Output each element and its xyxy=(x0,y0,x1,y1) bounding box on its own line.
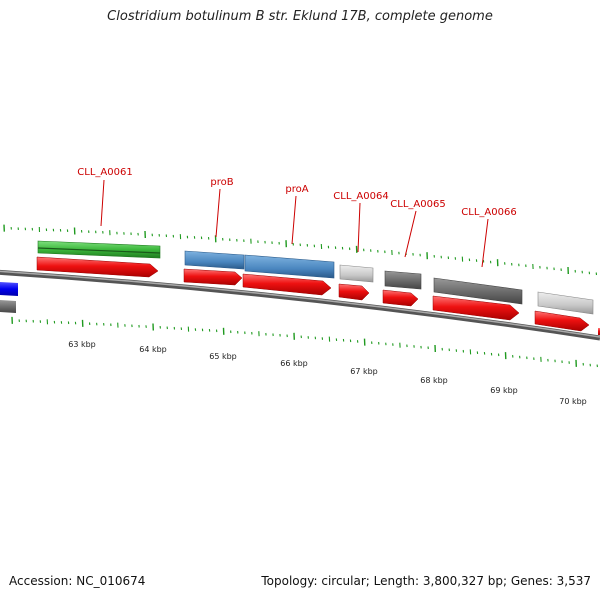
kbp-label: 70 kbp xyxy=(559,397,587,406)
kbp-label: 63 kbp xyxy=(68,340,96,349)
cds-arrow-cll-a0065[interactable] xyxy=(382,289,419,307)
gene-label-prob[interactable]: proB xyxy=(210,177,233,188)
gene-label-leaders xyxy=(100,179,489,268)
feature-gene-prob[interactable] xyxy=(184,250,245,270)
cds-arrow-prob[interactable] xyxy=(183,268,243,286)
feature-gene-cll-a0065[interactable] xyxy=(384,270,422,290)
kbp-label: 69 kbp xyxy=(490,386,518,395)
feature-gene-cll-a0066[interactable] xyxy=(433,277,523,305)
gene-label-cll-a0064[interactable]: CLL_A0064 xyxy=(333,191,388,202)
feature-gene-cll-a0061[interactable] xyxy=(37,240,161,259)
cds-arrow-cll-a0061[interactable] xyxy=(36,256,159,278)
feature-left-blue[interactable] xyxy=(0,282,18,296)
feature-gene-next-light[interactable] xyxy=(537,291,594,315)
genome-backbone-highlight xyxy=(0,270,600,338)
gene-label-proa[interactable]: proA xyxy=(285,184,308,195)
cds-arrow-proa[interactable] xyxy=(242,273,332,296)
genome-backbone xyxy=(0,269,600,341)
kbp-label: 66 kbp xyxy=(280,359,308,368)
feature-left-dark[interactable] xyxy=(0,300,16,313)
cds-arrow-next[interactable] xyxy=(534,310,590,332)
kbp-label: 65 kbp xyxy=(209,352,237,361)
upper-tick-row xyxy=(3,224,598,276)
lower-tick-row xyxy=(11,316,598,368)
genome-summary-text: Topology: circular; Length: 3,800,327 bp… xyxy=(261,574,591,588)
feature-gene-proa[interactable] xyxy=(244,254,335,279)
gene-label-cll-a0066[interactable]: CLL_A0066 xyxy=(461,207,516,218)
cds-arrow-cll-a0066[interactable] xyxy=(432,295,520,321)
cds-arrow-cll-a0064[interactable] xyxy=(338,283,370,301)
gene-label-cll-a0061[interactable]: CLL_A0061 xyxy=(77,167,132,178)
genome-title: Clostridium botulinum B str. Eklund 17B,… xyxy=(107,9,493,24)
kbp-label: 64 kbp xyxy=(139,345,167,354)
accession-text: Accession: NC_010674 xyxy=(9,574,146,588)
kbp-label: 68 kbp xyxy=(420,376,448,385)
gene-label-cll-a0065[interactable]: CLL_A0065 xyxy=(390,199,445,210)
feature-gene-cll-a0064[interactable] xyxy=(339,264,374,283)
kbp-label: 67 kbp xyxy=(350,367,378,376)
